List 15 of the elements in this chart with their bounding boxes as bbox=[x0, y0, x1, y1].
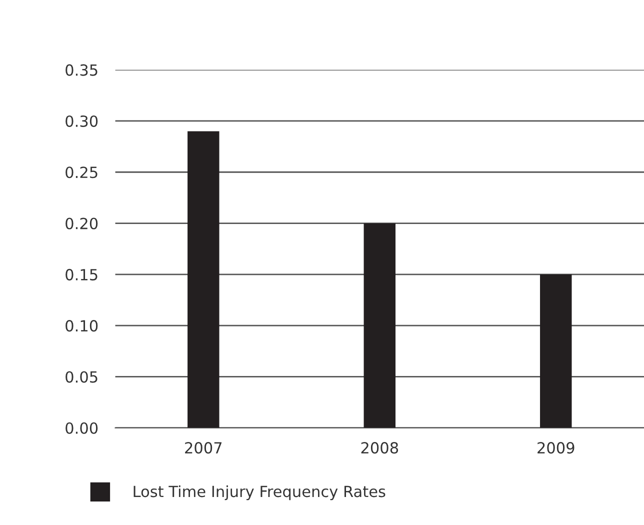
bar bbox=[188, 131, 220, 428]
y-tick-label: 0.15 bbox=[66, 268, 98, 280]
y-tick-label: 0.20 bbox=[66, 218, 98, 230]
x-tick-label: 2009 bbox=[538, 442, 574, 454]
y-tick-label: 0.30 bbox=[66, 115, 98, 127]
x-tick-label: 2007 bbox=[185, 442, 222, 454]
bar bbox=[364, 223, 396, 428]
y-tick-label: 0.10 bbox=[66, 320, 98, 332]
bar bbox=[540, 274, 572, 428]
x-tick-label: 2008 bbox=[361, 442, 398, 454]
y-tick-label: 0.05 bbox=[66, 371, 98, 383]
legend-label: Lost Time Injury Frequency Rates bbox=[134, 485, 386, 500]
y-tick-label: 0.35 bbox=[66, 64, 98, 76]
y-tick-label: 0.00 bbox=[66, 422, 98, 434]
y-tick-label: 0.25 bbox=[66, 166, 98, 178]
